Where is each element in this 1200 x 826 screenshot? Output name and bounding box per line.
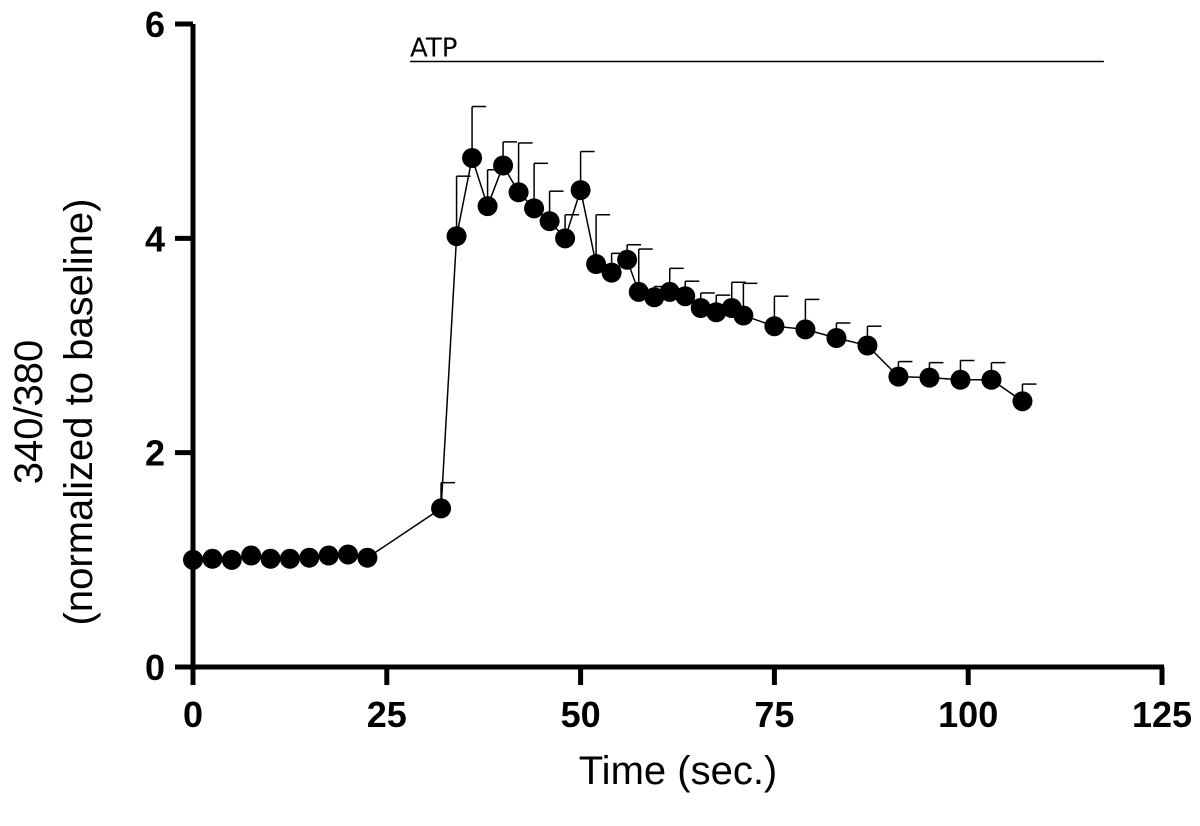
data-point xyxy=(733,305,754,326)
data-point xyxy=(981,369,1002,390)
x-tick-label: 50 xyxy=(561,694,601,735)
y-tick-label: 4 xyxy=(145,218,165,259)
atp-annotation: ATP xyxy=(410,34,1104,64)
y-axis-title-line2: (normalized to baseline) xyxy=(57,199,101,626)
data-point xyxy=(795,319,816,340)
data-point xyxy=(299,547,320,568)
data-point xyxy=(431,498,452,519)
series-340-380 xyxy=(183,105,1037,570)
axes: 0 25 50 75 100 125 0 2 4 6 xyxy=(145,4,1192,735)
x-tick-label: 75 xyxy=(754,694,794,735)
data-point xyxy=(446,226,467,247)
data-point xyxy=(950,369,971,390)
x-tick-label: 125 xyxy=(1132,694,1192,735)
data-point xyxy=(659,281,680,302)
data-point xyxy=(477,196,498,217)
data-point xyxy=(555,228,576,249)
data-point xyxy=(706,302,727,323)
data-point xyxy=(570,180,591,201)
y-axis-title-line1: 340/380 xyxy=(7,340,51,485)
data-point xyxy=(539,211,560,232)
data-point xyxy=(764,316,785,337)
data-point xyxy=(644,287,665,308)
data-point xyxy=(318,545,339,566)
data-point xyxy=(617,249,638,270)
data-point xyxy=(857,335,878,356)
data-point xyxy=(241,545,262,566)
data-point xyxy=(524,198,545,219)
data-point xyxy=(493,155,514,176)
x-axis-title: Time (sec.) xyxy=(579,749,778,793)
atp-label: ATP xyxy=(410,34,457,64)
series-line xyxy=(192,155,1023,561)
data-point xyxy=(675,286,696,307)
data-point xyxy=(202,548,223,569)
data-point xyxy=(221,549,242,570)
data-point xyxy=(919,367,940,388)
data-point xyxy=(338,544,359,565)
y-tick-label: 0 xyxy=(145,647,165,688)
data-point xyxy=(508,182,529,203)
data-point xyxy=(183,549,203,570)
data-point xyxy=(462,147,483,168)
x-tick-label: 100 xyxy=(938,694,998,735)
data-point xyxy=(826,327,847,348)
y-tick-label: 2 xyxy=(145,433,165,474)
data-point xyxy=(357,547,378,568)
data-point xyxy=(260,548,281,569)
y-tick-label: 6 xyxy=(145,4,165,45)
x-tick-label: 0 xyxy=(183,694,203,735)
data-point xyxy=(601,262,622,283)
x-tick-label: 25 xyxy=(367,694,407,735)
data-point xyxy=(279,548,300,569)
data-point xyxy=(586,254,607,275)
data-point xyxy=(690,297,711,318)
data-point xyxy=(888,366,909,387)
data-point xyxy=(628,281,649,302)
data-point xyxy=(1012,391,1033,412)
